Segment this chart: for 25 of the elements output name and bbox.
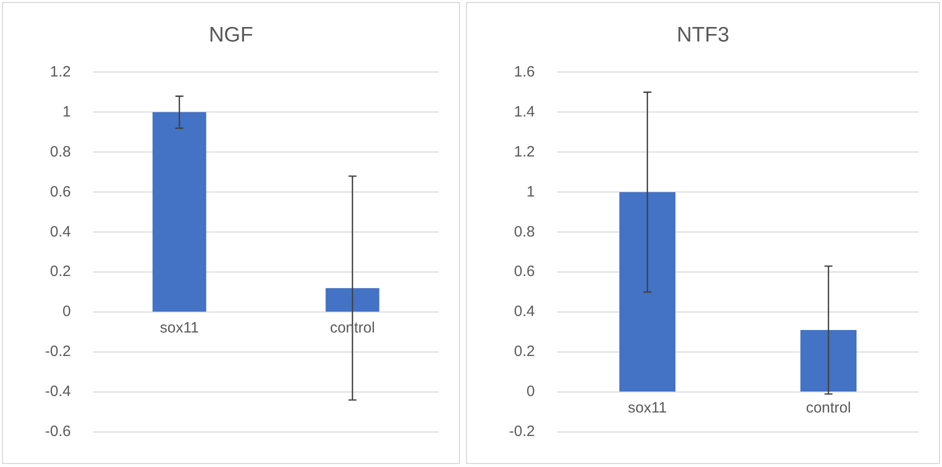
y-tick-label: 0.4 <box>50 223 71 240</box>
y-tick-label: 0.8 <box>514 223 535 240</box>
y-tick-label: -0.6 <box>44 423 71 440</box>
chart-title: NGF <box>208 23 254 46</box>
y-tick-label: 1.6 <box>514 63 535 80</box>
y-tick-label: 1.2 <box>50 63 71 80</box>
y-tick-label: 1 <box>62 103 71 120</box>
y-tick-label: 1 <box>526 183 535 200</box>
y-tick-label: 1.4 <box>514 103 535 120</box>
x-tick-label: sox11 <box>628 400 667 417</box>
y-tick-label: 0 <box>526 383 535 400</box>
y-tick-label: 0 <box>62 303 71 320</box>
y-tick-label: 0.6 <box>50 183 71 200</box>
y-tick-label: 0.2 <box>514 343 535 360</box>
y-tick-label: 0.6 <box>514 263 535 280</box>
x-tick-label: control <box>806 400 851 417</box>
x-tick-label: sox11 <box>160 320 199 337</box>
y-tick-label: 0.2 <box>50 263 71 280</box>
y-tick-label: -0.2 <box>44 343 71 360</box>
chart-title: NTF3 <box>676 23 730 46</box>
y-tick-label: 1.2 <box>514 143 535 160</box>
y-tick-label: -0.2 <box>508 423 535 440</box>
y-tick-label: 0.8 <box>50 143 71 160</box>
y-tick-label: 0.4 <box>514 303 535 320</box>
y-tick-label: -0.4 <box>44 383 71 400</box>
